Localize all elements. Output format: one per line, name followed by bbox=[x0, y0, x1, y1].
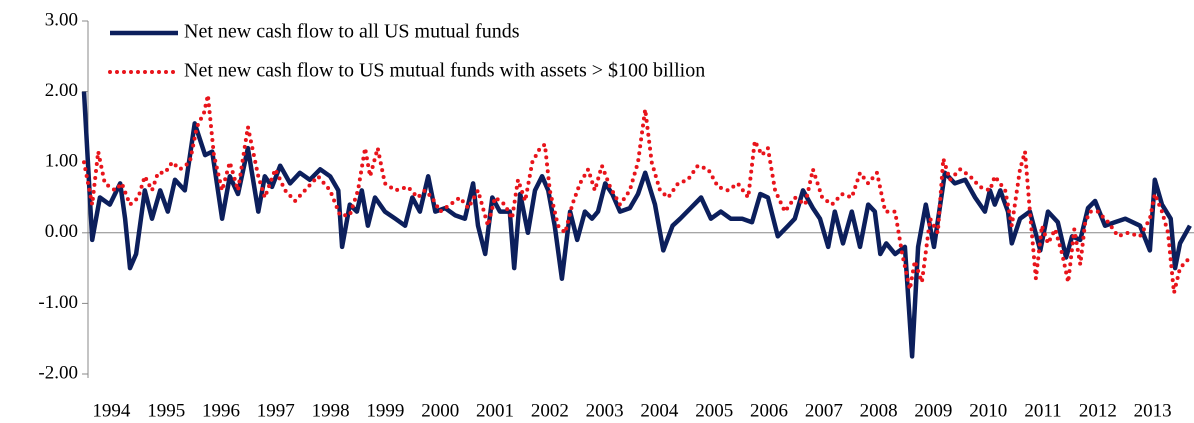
y-tick-label: 3.00 bbox=[45, 9, 78, 30]
legend-label: Net new cash flow to all US mutual funds bbox=[184, 21, 520, 43]
x-tick-label: 2002 bbox=[531, 400, 569, 421]
x-tick-label: 2004 bbox=[640, 400, 679, 421]
x-tick-label: 2000 bbox=[421, 400, 459, 421]
x-tick-label: 2011 bbox=[1024, 400, 1061, 421]
x-tick-label: 1995 bbox=[147, 400, 185, 421]
series-line bbox=[82, 93, 1192, 295]
x-tick-label: 2013 bbox=[1134, 400, 1172, 421]
x-tick-label: 2007 bbox=[805, 400, 843, 421]
x-tick-label: 2009 bbox=[914, 400, 952, 421]
x-tick-label: 2008 bbox=[860, 400, 898, 421]
y-tick-label: 2.00 bbox=[45, 80, 78, 101]
x-tick-label: 1998 bbox=[312, 400, 350, 421]
legend-label: Net new cash flow to US mutual funds wit… bbox=[184, 60, 705, 82]
x-tick-label: 1996 bbox=[202, 400, 240, 421]
y-tick-label: -2.00 bbox=[38, 362, 78, 383]
legend: Net new cash flow to all US mutual funds… bbox=[108, 21, 705, 82]
x-tick-label: 2003 bbox=[586, 400, 624, 421]
x-tick-label: 2006 bbox=[750, 400, 788, 421]
y-tick-label: 1.00 bbox=[45, 151, 78, 172]
y-tick-label: 0.00 bbox=[45, 221, 78, 242]
x-tick-label: 2001 bbox=[476, 400, 514, 421]
x-tick-label: 1997 bbox=[257, 400, 295, 421]
x-tick-label: 1994 bbox=[92, 400, 131, 421]
x-tick-label: 2005 bbox=[695, 400, 733, 421]
x-tick-label: 2010 bbox=[969, 400, 1007, 421]
series-line bbox=[81, 91, 1192, 359]
x-tick-label: 2012 bbox=[1079, 400, 1117, 421]
x-tick-label: 1999 bbox=[366, 400, 404, 421]
y-tick-label: -1.00 bbox=[38, 292, 78, 313]
